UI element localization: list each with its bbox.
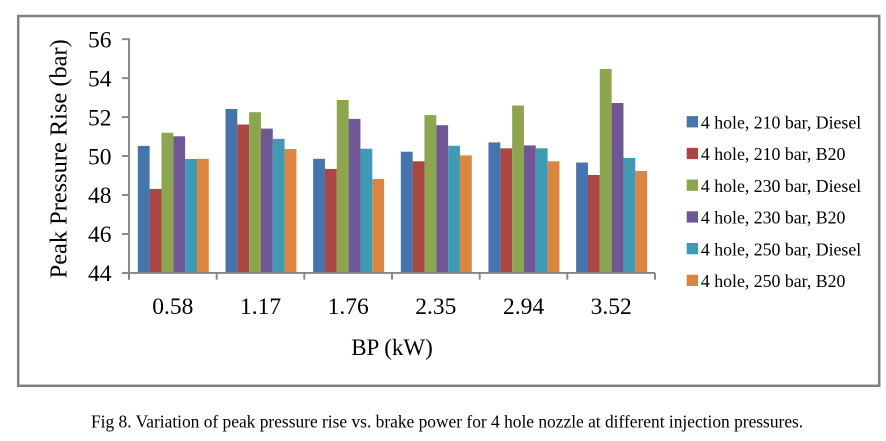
svg-text:4 hole, 250 bar, Diesel: 4 hole, 250 bar, Diesel (701, 239, 861, 259)
svg-text:4 hole, 230 bar, Diesel: 4 hole, 230 bar, Diesel (701, 176, 861, 196)
svg-text:2.94: 2.94 (503, 294, 544, 320)
svg-text:3.52: 3.52 (591, 294, 632, 320)
svg-text:1.17: 1.17 (240, 294, 281, 320)
svg-text:48: 48 (88, 183, 112, 209)
svg-text:0.58: 0.58 (152, 294, 193, 320)
svg-text:1.76: 1.76 (328, 294, 369, 320)
svg-text:50: 50 (88, 144, 112, 170)
svg-text:4 hole, 210 bar, B20: 4 hole, 210 bar, B20 (701, 144, 846, 164)
svg-text:54: 54 (88, 66, 112, 92)
svg-text:4 hole, 230 bar, B20: 4 hole, 230 bar, B20 (701, 208, 846, 228)
svg-text:Fig 8. Variation of peak press: Fig 8. Variation of peak pressure rise v… (91, 412, 803, 432)
svg-text:46: 46 (88, 222, 112, 248)
svg-text:52: 52 (88, 105, 112, 131)
svg-text:Peak Pressure Rise (bar): Peak Pressure Rise (bar) (45, 39, 72, 278)
svg-text:BP (kW): BP (kW) (351, 335, 433, 360)
svg-text:2.35: 2.35 (415, 294, 456, 320)
svg-text:56: 56 (88, 27, 112, 53)
svg-text:44: 44 (88, 261, 112, 287)
svg-text:4 hole, 250 bar, B20: 4 hole, 250 bar, B20 (701, 271, 846, 291)
svg-text:4 hole, 210 bar, Diesel: 4 hole, 210 bar, Diesel (701, 113, 861, 133)
